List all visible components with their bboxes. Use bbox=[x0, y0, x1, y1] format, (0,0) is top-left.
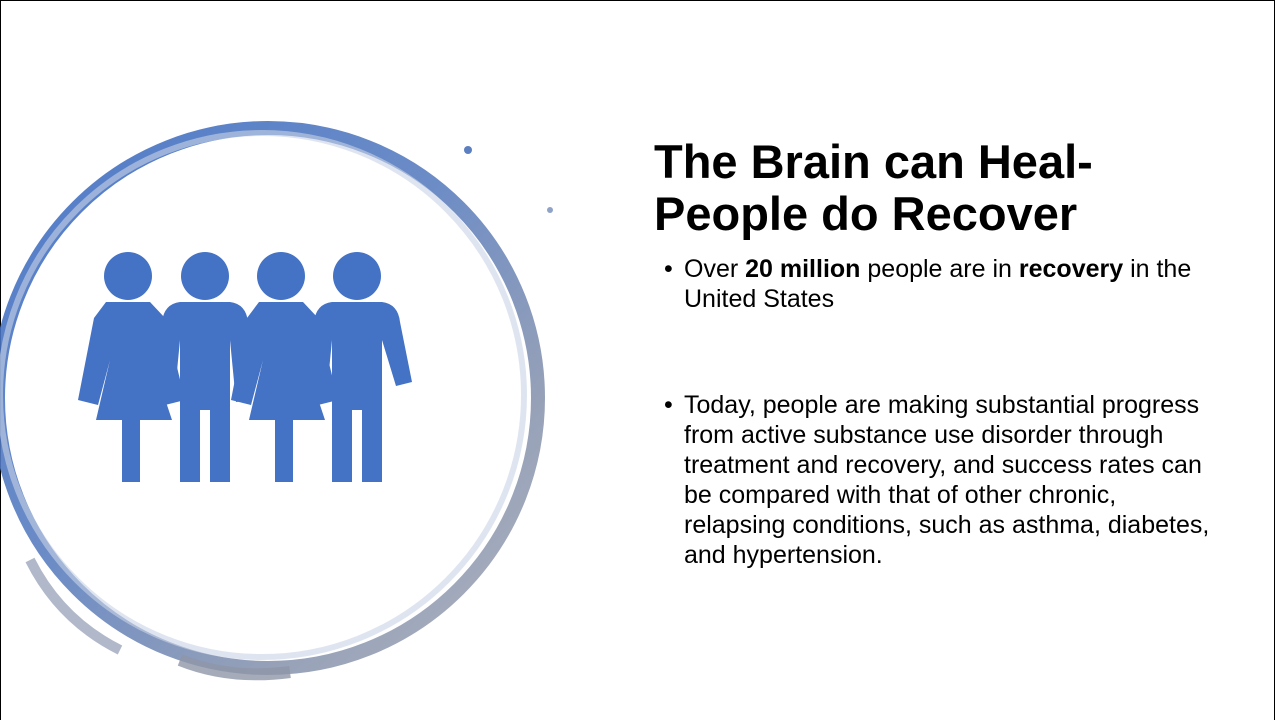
illustration bbox=[0, 0, 560, 721]
bullet: Today, people are making substantial pro… bbox=[664, 390, 1224, 570]
people-icon bbox=[78, 252, 412, 482]
bullet-list: Over 20 million people are in recovery i… bbox=[664, 254, 1224, 646]
slide: The Brain can Heal-People do Recover Ove… bbox=[0, 0, 1275, 721]
text-run: people are in bbox=[860, 255, 1018, 283]
text-run: Today, people are making substantial pro… bbox=[684, 391, 1209, 569]
title-line: The Brain can Heal- bbox=[654, 136, 1214, 188]
splatter bbox=[547, 207, 553, 213]
bullet: Over 20 million people are in recovery i… bbox=[664, 254, 1224, 314]
title-line: People do Recover bbox=[654, 188, 1214, 240]
bold-text: 20 million bbox=[745, 255, 860, 283]
bold-text: recovery bbox=[1019, 255, 1123, 283]
splatter bbox=[464, 146, 472, 154]
slide-title: The Brain can Heal-People do Recover bbox=[654, 136, 1214, 240]
text-run: Over bbox=[684, 255, 745, 283]
